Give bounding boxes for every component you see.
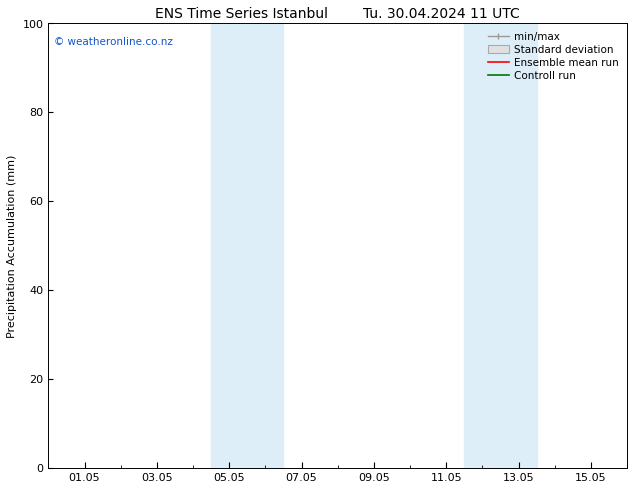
- Y-axis label: Precipitation Accumulation (mm): Precipitation Accumulation (mm): [7, 154, 17, 338]
- Bar: [500, 24, 536, 468]
- Legend: min/max, Standard deviation, Ensemble mean run, Controll run: min/max, Standard deviation, Ensemble me…: [485, 29, 622, 84]
- Text: © weatheronline.co.nz: © weatheronline.co.nz: [54, 37, 173, 47]
- Title: ENS Time Series Istanbul        Tu. 30.04.2024 11 UTC: ENS Time Series Istanbul Tu. 30.04.2024 …: [155, 7, 520, 21]
- Bar: [464, 24, 500, 468]
- Bar: [247, 24, 283, 468]
- Bar: [211, 24, 247, 468]
